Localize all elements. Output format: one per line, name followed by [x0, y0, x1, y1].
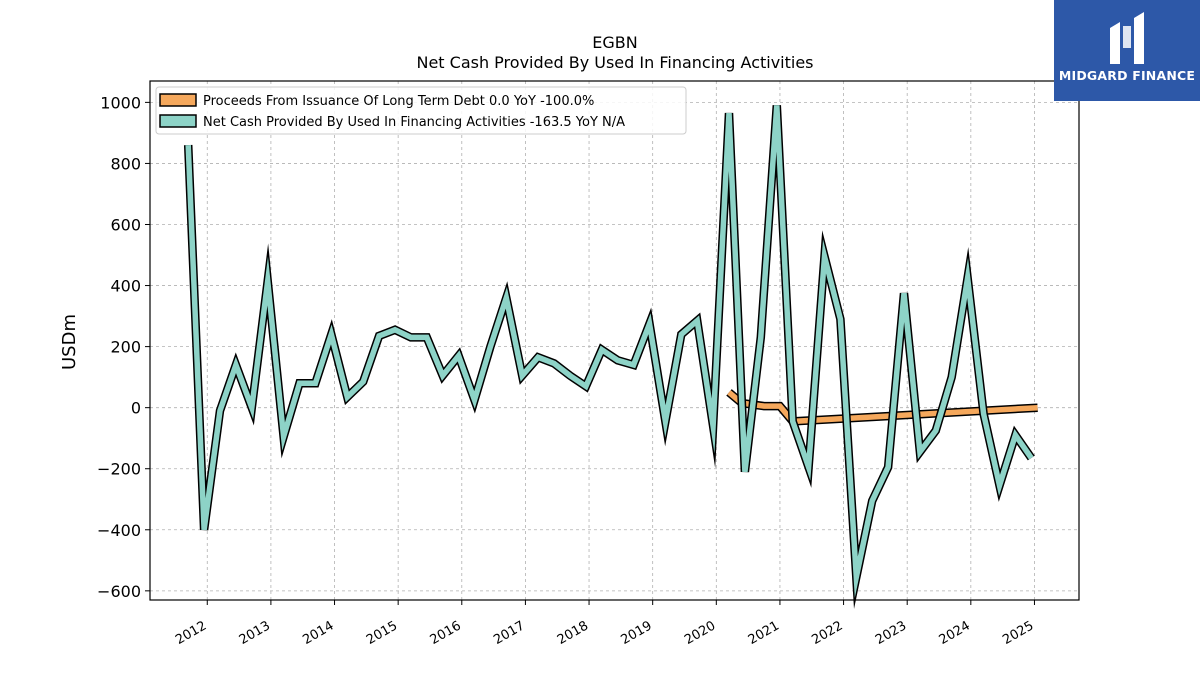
x-tick-label: 2021 — [746, 618, 782, 648]
x-tick-label: 2012 — [173, 618, 209, 648]
series-layer — [183, 105, 1038, 609]
y-tick-label: 400 — [110, 277, 141, 296]
chart-title: EGBN — [592, 33, 637, 52]
y-tick-label: 0 — [131, 399, 141, 418]
y-axis: 1000 800 600 400 200 0 −200 −400 −600 — [97, 93, 150, 601]
plot-frame — [149, 80, 1080, 601]
y-tick-label: 800 — [110, 154, 141, 173]
brand-name: MIDGARD FINANCE — [1058, 68, 1196, 83]
x-axis: 2012 2013 2014 2015 2016 2017 2018 2019 2020 2021… — [173, 600, 1036, 648]
y-tick-label: 1000 — [100, 93, 141, 112]
y-tick-label: −600 — [97, 582, 141, 601]
x-tick-label: 2013 — [237, 618, 273, 648]
grid — [150, 81, 1079, 600]
y-axis-label: USDm — [59, 314, 80, 370]
series-fill — [185, 105, 1034, 598]
x-tick-label: 2022 — [809, 618, 845, 648]
legend-box — [155, 86, 687, 135]
x-tick-label: 2019 — [619, 618, 655, 648]
series-outline — [183, 105, 1035, 609]
x-tick-label: 2023 — [873, 618, 909, 648]
series-1-line — [183, 105, 1035, 609]
y-tick-label: −200 — [97, 460, 141, 479]
x-tick-label: 2014 — [300, 618, 336, 648]
x-tick-label: 2016 — [428, 618, 464, 648]
brand-logo: MIDGARD FINANCE — [1054, 0, 1200, 101]
chart-subtitle: Net Cash Provided By Used In Financing A… — [416, 53, 813, 72]
legend-label-net-cash: Net Cash Provided By Used In Financing A… — [203, 115, 625, 130]
y-tick-label: 600 — [110, 215, 141, 234]
x-tick-label: 2015 — [364, 618, 400, 648]
x-tick-label: 2017 — [491, 618, 527, 648]
midgard-logo-icon — [1110, 12, 1144, 64]
legend-swatch-debt — [159, 93, 197, 107]
y-tick-label: −400 — [97, 521, 141, 540]
x-tick-label: 2024 — [937, 618, 973, 648]
y-tick-label: 200 — [110, 338, 141, 357]
legend-label-debt: Proceeds From Issuance Of Long Term Debt… — [203, 94, 594, 109]
legend: Proceeds From Issuance Of Long Term Debt… — [155, 86, 687, 135]
x-tick-label: 2020 — [682, 618, 718, 648]
series-0-line — [726, 389, 1038, 426]
x-tick-label: 2018 — [555, 618, 591, 648]
legend-swatch-net-cash — [159, 114, 197, 128]
x-tick-label: 2025 — [1000, 618, 1036, 648]
